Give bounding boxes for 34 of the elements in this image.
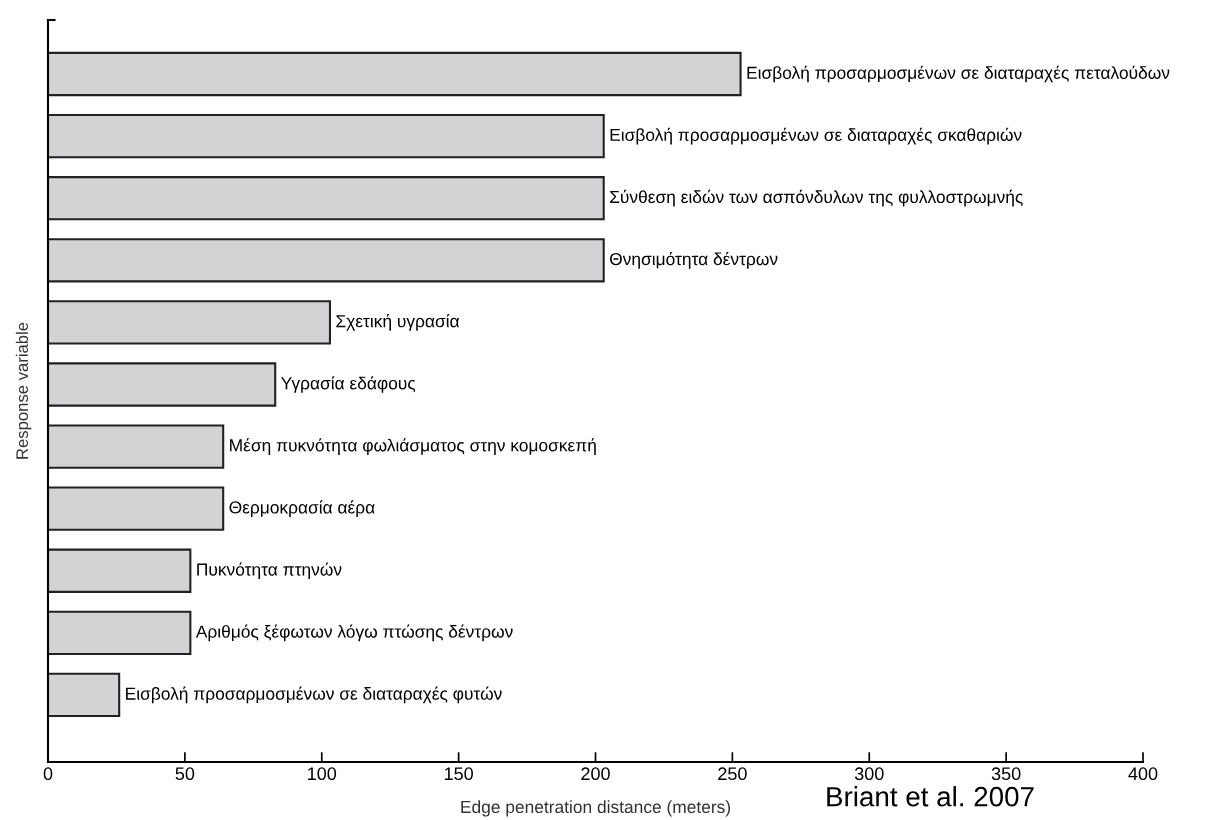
bar bbox=[48, 610, 192, 655]
bar bbox=[48, 424, 225, 469]
y-tick-label: Εισβολή προσαρμοσμένων σε διαταραχές φυτών bbox=[126, 686, 502, 704]
y-tick-label: Θερμοκρασία αέρα bbox=[229, 500, 375, 518]
bar bbox=[48, 113, 605, 159]
text: Briant et al. 2007 bbox=[827, 786, 1034, 807]
x-tick-label: 350 bbox=[991, 767, 1021, 781]
bar bbox=[48, 486, 225, 531]
bar bbox=[48, 548, 192, 593]
x-tick-label: 200 bbox=[581, 767, 610, 781]
y-tick-label: Εισβολή προσαρμοσμένων σε διαταραχές πεταλούδων bbox=[747, 65, 1170, 83]
y-tick-label: Σύνθεση ειδών των ασπόνδυλων της φυλλοστρωμνής bbox=[610, 189, 1023, 207]
y-tick-label: Υγρασία εδάφους bbox=[281, 376, 416, 393]
bar bbox=[48, 672, 121, 718]
bar bbox=[48, 300, 331, 345]
x-tick-label: 250 bbox=[718, 767, 747, 781]
y-axis-title: Response variable bbox=[15, 322, 32, 459]
x-axis-title: Edge penetration distance (meters) bbox=[461, 800, 731, 817]
x-tick-label: 400 bbox=[1128, 767, 1158, 781]
y-tick-label: Αριθμός ξέφωτων λόγω πτώσης δέντρων bbox=[195, 624, 513, 642]
x-tick-label: 0 bbox=[43, 767, 53, 781]
y-tick-label: Μέση πυκνότητα φωλιάσματος στην κομοσκεπή bbox=[230, 438, 596, 455]
y-tick-label: Πυκνότητα πτηνών bbox=[197, 562, 342, 580]
x-tick-label: 300 bbox=[854, 767, 884, 781]
bar bbox=[48, 362, 277, 407]
y-tick-label: Εισβολή προσαρμοσμένων σε διαταραχές σκαθαριών bbox=[610, 127, 1022, 145]
bar bbox=[48, 176, 605, 221]
x-tick-label: 100 bbox=[308, 767, 337, 781]
bar bbox=[48, 51, 742, 97]
x-tick-label: 50 bbox=[175, 767, 195, 781]
bar bbox=[48, 238, 605, 283]
y-tick-label: Θνησιμότητα δέντρων bbox=[610, 251, 778, 269]
x-tick-label: 150 bbox=[444, 767, 473, 781]
y-tick-label: Σχετική υγρασία bbox=[336, 314, 460, 331]
